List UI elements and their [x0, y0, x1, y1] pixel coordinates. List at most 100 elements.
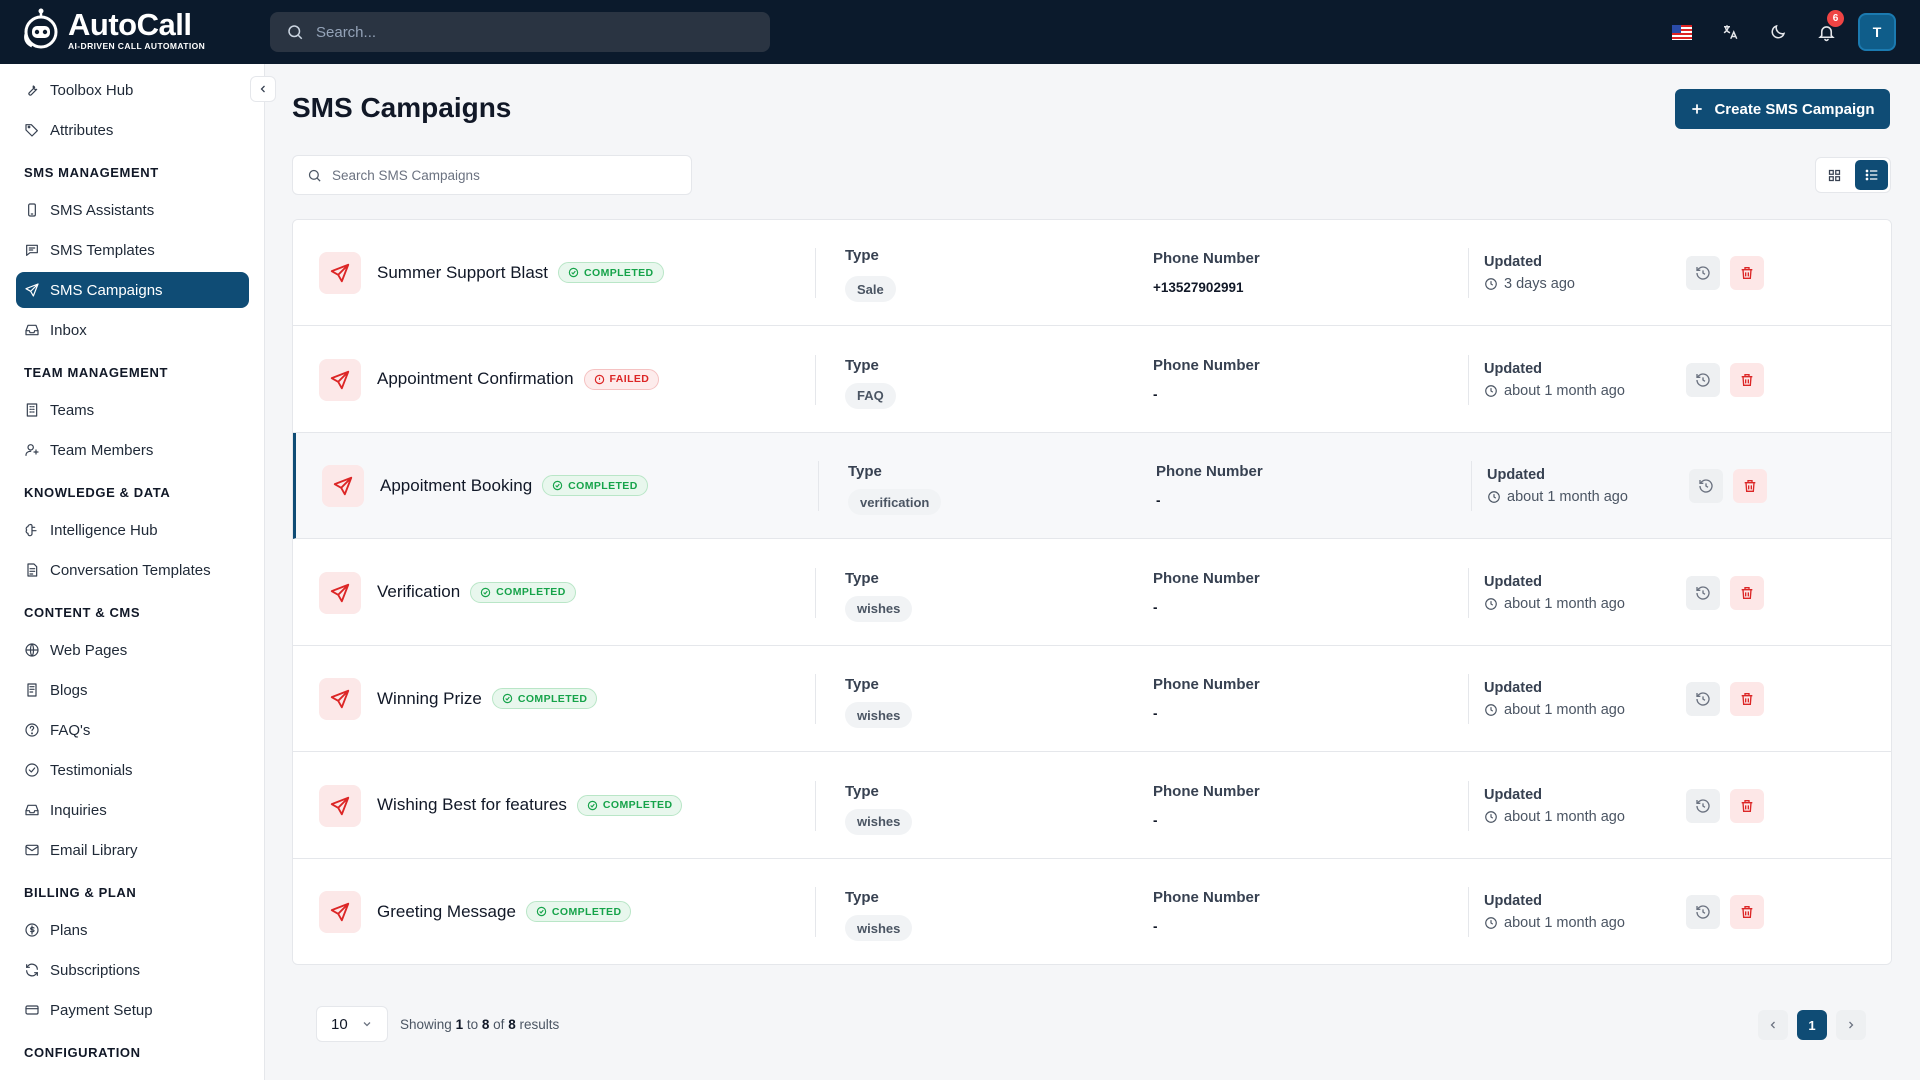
- campaign-search-input[interactable]: [332, 167, 672, 183]
- delete-button[interactable]: [1730, 362, 1764, 397]
- sidebar-item-plans[interactable]: Plans: [16, 912, 249, 948]
- sidebar-item-sms-campaigns[interactable]: SMS Campaigns: [16, 272, 249, 308]
- sidebar-item-sms-assistants[interactable]: SMS Assistants: [16, 192, 249, 228]
- page-title: SMS Campaigns: [292, 92, 512, 123]
- check-circle-icon: [25, 763, 39, 777]
- sidebar-item-inbox[interactable]: Inbox: [16, 312, 249, 348]
- message-square-icon: [26, 244, 38, 256]
- credit-card-icon-wrap: [24, 1002, 40, 1018]
- campaign-row[interactable]: Appointment Confirmation FAILED Type FAQ Pho…: [293, 326, 1891, 433]
- language-button[interactable]: [1658, 0, 1706, 64]
- moon-icon: [1771, 24, 1786, 39]
- delete-button[interactable]: [1730, 682, 1764, 716]
- type-label: Type: [845, 569, 879, 587]
- check-circle-icon: [587, 800, 598, 810]
- create-button-label: Create SMS Campaign: [1714, 100, 1875, 118]
- sidebar-item-label: Web Pages: [50, 641, 128, 659]
- campaign-name[interactable]: Winning Prize: [377, 688, 482, 708]
- history-button[interactable]: [1686, 895, 1720, 929]
- sidebar-item-subscriptions[interactable]: Subscriptions: [16, 952, 249, 988]
- grid-view-button[interactable]: [1818, 160, 1851, 190]
- updated-value: 3 days ago: [1484, 276, 1575, 292]
- document-icon: [27, 683, 37, 697]
- history-button[interactable]: [1686, 682, 1720, 716]
- app-logo[interactable]: AutoCall AI-DRIVEN CALL AUTOMATION: [22, 8, 205, 52]
- notification-count-badge: 6: [1827, 10, 1844, 27]
- history-icon: [1696, 372, 1710, 387]
- phone-value: -: [1153, 706, 1158, 721]
- sidebar-item-email-library[interactable]: Email Library: [16, 832, 249, 868]
- history-button[interactable]: [1686, 362, 1720, 397]
- column-divider: [815, 780, 816, 831]
- sidebar-item-intelligence-hub[interactable]: Intelligence Hub: [16, 512, 249, 548]
- history-button[interactable]: [1686, 788, 1720, 823]
- tag-icon: [25, 124, 38, 137]
- sidebar-item-attributes[interactable]: Attributes: [16, 112, 249, 148]
- globe-icon-wrap: [24, 642, 40, 658]
- campaign-row[interactable]: Appoitment Booking COMPLETED Type verificat…: [293, 433, 1891, 539]
- campaign-row[interactable]: Verification COMPLETED Type wishes Phone Num…: [293, 539, 1891, 646]
- sidebar-item-conversation-templates[interactable]: Conversation Templates: [16, 552, 249, 588]
- translate-button[interactable]: [1706, 0, 1754, 64]
- sidebar-item-web-pages[interactable]: Web Pages: [16, 632, 249, 668]
- page-size-select[interactable]: 10: [316, 1006, 388, 1042]
- campaign-name[interactable]: Verification: [377, 582, 461, 601]
- campaign-row[interactable]: Winning Prize COMPLETED Type wishes Phone Nu…: [293, 646, 1891, 752]
- campaign-name[interactable]: Appointment Confirmation: [377, 369, 574, 388]
- sidebar-item-blogs[interactable]: Blogs: [16, 672, 249, 708]
- campaign-send-icon-wrap: [319, 891, 361, 933]
- trash-icon: [1741, 267, 1753, 279]
- clock-icon: [1485, 278, 1497, 290]
- delete-button[interactable]: [1730, 575, 1764, 610]
- prev-page-button[interactable]: [1758, 1010, 1788, 1040]
- sidebar-item-inquiries[interactable]: Inquiries: [16, 792, 249, 828]
- sidebar-item-label: Testimonials: [50, 761, 133, 779]
- delete-button[interactable]: [1730, 788, 1764, 823]
- sidebar-item-faq-s[interactable]: FAQ's: [16, 712, 249, 748]
- chevron-left-icon: [260, 85, 265, 93]
- campaign-name[interactable]: Appoitment Booking: [380, 475, 533, 495]
- sidebar-item-label: Inquiries: [50, 801, 107, 819]
- view-toggle: [1815, 157, 1891, 193]
- history-button[interactable]: [1686, 256, 1720, 290]
- user-icon-wrap: [24, 442, 40, 458]
- history-button[interactable]: [1689, 469, 1723, 503]
- user-avatar[interactable]: T: [1858, 13, 1896, 51]
- next-page-button[interactable]: [1836, 1010, 1866, 1040]
- history-icon: [1696, 905, 1710, 919]
- sidebar-item-sms-templates[interactable]: SMS Templates: [16, 232, 249, 268]
- global-search[interactable]: [270, 12, 770, 52]
- campaign-row[interactable]: Greeting Message COMPLETED Type wishes Phone…: [293, 859, 1891, 964]
- campaign-row[interactable]: Summer Support Blast COMPLETED Type Sale Pho…: [293, 220, 1891, 326]
- page-number-button[interactable]: 1: [1797, 1010, 1827, 1040]
- history-button[interactable]: [1686, 575, 1720, 610]
- results-to-word: to: [466, 1017, 479, 1032]
- global-search-input[interactable]: [316, 23, 736, 41]
- phone-value: -: [1153, 386, 1158, 402]
- sidebar-item-payment-setup[interactable]: Payment Setup: [16, 992, 249, 1028]
- column-divider: [1468, 887, 1469, 937]
- delete-button[interactable]: [1730, 256, 1764, 290]
- sidebar-item-team-members[interactable]: Team Members: [16, 432, 249, 468]
- mail-icon: [25, 844, 39, 856]
- notifications-button[interactable]: 6: [1802, 0, 1850, 64]
- campaign-name[interactable]: Summer Support Blast: [377, 262, 549, 282]
- sidebar-collapse-button[interactable]: [250, 76, 276, 102]
- sidebar-item-testimonials[interactable]: Testimonials: [16, 752, 249, 788]
- theme-toggle-button[interactable]: [1754, 0, 1802, 64]
- search-icon: [308, 169, 321, 182]
- refresh-icon: [26, 963, 38, 977]
- sidebar-item-toolbox-hub[interactable]: Toolbox Hub: [16, 72, 249, 108]
- updated-text: about 1 month ago: [1504, 382, 1625, 399]
- delete-button[interactable]: [1730, 895, 1764, 929]
- campaign-name[interactable]: Wishing Best for features: [377, 795, 567, 814]
- campaign-row[interactable]: Wishing Best for features COMPLETED Type wi…: [293, 752, 1891, 859]
- sidebar-item-teams[interactable]: Teams: [16, 392, 249, 428]
- sidebar-item-system-settings[interactable]: System Settings: [16, 1072, 249, 1080]
- file-icon: [27, 563, 38, 577]
- campaign-name[interactable]: Greeting Message: [377, 901, 516, 921]
- delete-button[interactable]: [1733, 469, 1767, 503]
- list-view-button[interactable]: [1855, 160, 1888, 190]
- campaign-search[interactable]: [292, 155, 692, 195]
- create-sms-campaign-button[interactable]: Create SMS Campaign: [1675, 89, 1890, 129]
